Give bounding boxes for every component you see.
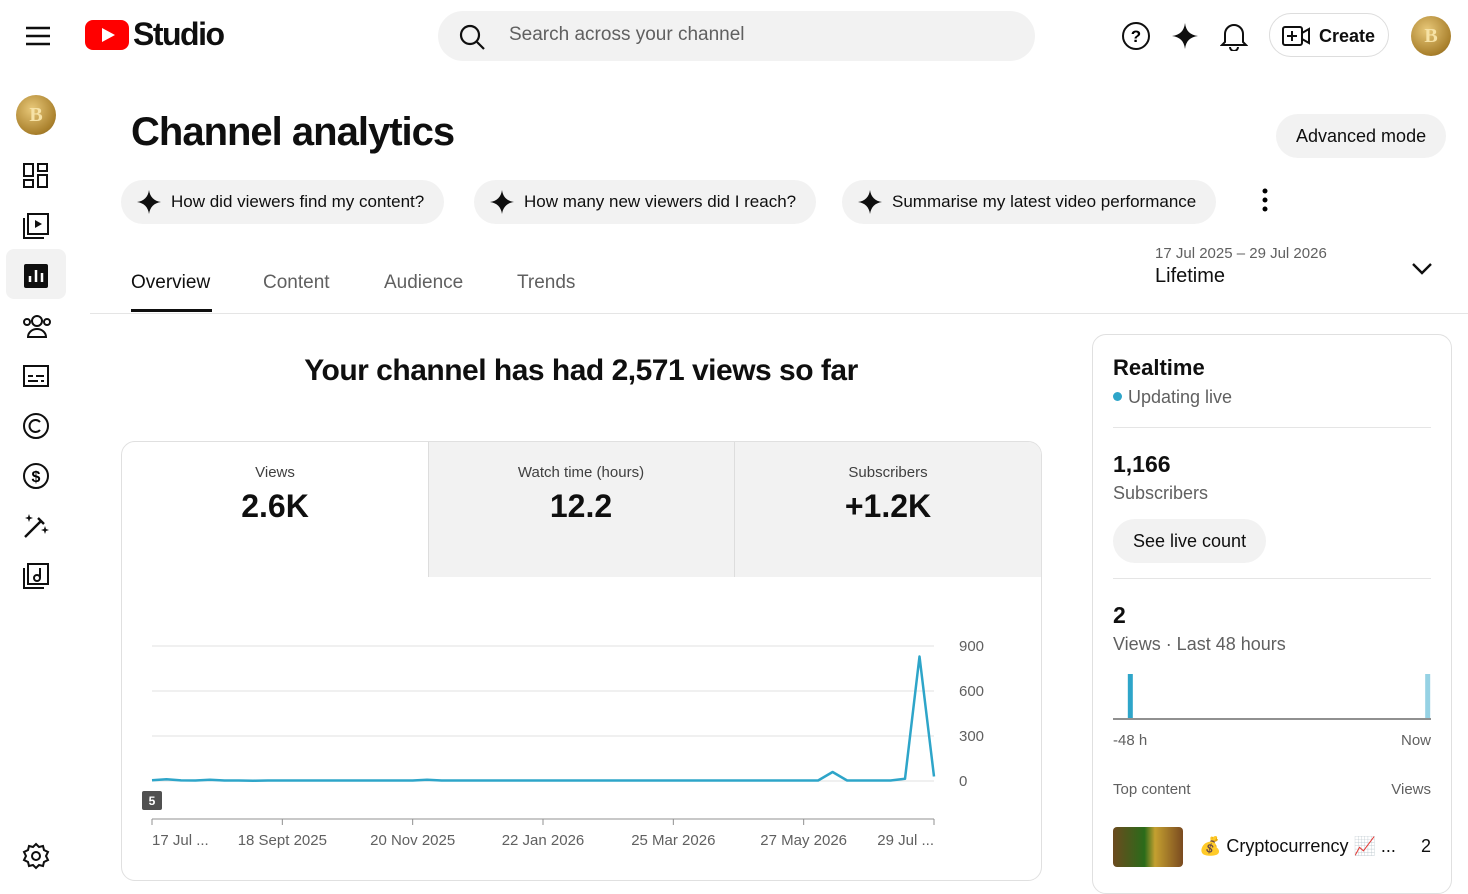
x-start-label: -48 h bbox=[1113, 732, 1147, 749]
date-range-dates: 17 Jul 2025 – 29 Jul 2026 bbox=[1155, 245, 1327, 262]
date-dropdown[interactable] bbox=[1410, 260, 1434, 276]
realtime-chart: -48 h Now bbox=[1113, 674, 1431, 749]
top-content-label: Top content bbox=[1113, 781, 1191, 798]
menu-button[interactable] bbox=[25, 25, 51, 47]
date-range-label[interactable]: Lifetime bbox=[1155, 265, 1226, 287]
realtime-title: Realtime bbox=[1113, 355, 1205, 380]
create-icon bbox=[1282, 26, 1310, 46]
metric-separator bbox=[734, 442, 735, 577]
suggestion-chip[interactable]: How many new viewers did I reach? bbox=[474, 180, 817, 224]
suggestion-chip[interactable]: Summarise my latest video performance bbox=[842, 180, 1217, 224]
annotation-box bbox=[142, 791, 162, 810]
subscribers-value: 1,166 bbox=[1113, 451, 1171, 477]
content-icon[interactable] bbox=[22, 212, 50, 240]
suggestion-text: How did viewers find my content? bbox=[171, 192, 425, 211]
metric-label[interactable]: Watch time (hours) bbox=[517, 464, 645, 481]
x-tick-label: 25 Mar 2026 bbox=[631, 832, 715, 849]
suggestion-text: How many new viewers did I reach? bbox=[524, 192, 797, 211]
y-tick-label: 300 bbox=[959, 728, 984, 745]
bar bbox=[1425, 674, 1431, 718]
subtitles-icon[interactable] bbox=[22, 362, 50, 390]
views-column-label: Views bbox=[1391, 781, 1431, 798]
tab-indicator bbox=[131, 309, 212, 312]
metric-label[interactable]: Subscribers bbox=[848, 464, 928, 481]
copyright-icon[interactable] bbox=[22, 412, 50, 440]
customization-icon[interactable] bbox=[22, 512, 50, 540]
x-tick-label: 17 Jul ... bbox=[152, 832, 209, 849]
spark-icon bbox=[490, 190, 514, 214]
suggestion-chip[interactable]: How did viewers find my content? bbox=[121, 180, 445, 224]
live-dot bbox=[1113, 392, 1122, 401]
video-thumbnail[interactable] bbox=[1113, 827, 1183, 867]
earn-icon[interactable]: $ bbox=[22, 462, 50, 490]
tab[interactable]: Overview bbox=[131, 272, 211, 293]
views-label: Views · Last 48 hours bbox=[1113, 634, 1286, 654]
community-icon[interactable] bbox=[22, 312, 52, 340]
views-value: 2 bbox=[1113, 602, 1126, 628]
x-end-label: Now bbox=[1401, 732, 1431, 749]
realtime-card: Realtime Updating live 1,166 Subscribers… bbox=[1092, 334, 1452, 894]
dashboard-icon[interactable] bbox=[22, 162, 50, 190]
bar bbox=[1127, 674, 1133, 718]
svg-text:?: ? bbox=[1131, 27, 1141, 46]
search-box[interactable]: Search across your channel bbox=[438, 11, 1035, 61]
tab[interactable]: Content bbox=[263, 272, 330, 293]
metrics-card: Views 2.6K Watch time (hours) 12.2 Subsc… bbox=[121, 441, 1042, 881]
views-chart: 0 300 600 900 17 Jul ... 18 Sept 2025 20 Nov 2… bbox=[142, 638, 984, 849]
advanced-mode-button[interactable]: Advanced mode bbox=[1276, 114, 1447, 158]
metric-value[interactable]: 2.6K bbox=[241, 488, 309, 524]
annotation: 5 bbox=[149, 794, 156, 808]
search-placeholder: Search across your channel bbox=[509, 24, 745, 45]
settings-icon[interactable] bbox=[22, 842, 50, 870]
help-icon[interactable]: ? bbox=[1121, 21, 1151, 51]
y-tick-label: 900 bbox=[959, 638, 984, 655]
headline: Your channel has had 2,571 views so far bbox=[304, 354, 858, 387]
account-avatar[interactable]: B bbox=[1411, 16, 1451, 56]
spark-icon bbox=[858, 190, 882, 214]
audio-library-icon[interactable] bbox=[22, 562, 50, 590]
metric-separator bbox=[428, 442, 429, 577]
metric-value[interactable]: +1.2K bbox=[844, 488, 932, 524]
metric-value[interactable]: 12.2 bbox=[549, 488, 613, 524]
svg-text:$: $ bbox=[32, 469, 41, 486]
spark-icon bbox=[137, 190, 161, 214]
divider bbox=[90, 313, 1468, 314]
y-tick-label: 600 bbox=[959, 683, 984, 700]
tab[interactable]: Audience bbox=[384, 272, 464, 293]
tab[interactable]: Trends bbox=[517, 272, 576, 293]
metric-label[interactable]: Views bbox=[255, 464, 295, 481]
x-tick-label: 27 May 2026 bbox=[760, 832, 847, 849]
top-item-views: 2 bbox=[1420, 836, 1431, 856]
y-tick-label: 0 bbox=[959, 773, 967, 790]
live-count-button[interactable]: See live count bbox=[1113, 519, 1267, 563]
realtime-status: Updating live bbox=[1128, 387, 1233, 407]
subscribers-label: Subscribers bbox=[1113, 483, 1209, 503]
suggestion-text: Summarise my latest video performance bbox=[892, 192, 1197, 211]
logo-icon[interactable] bbox=[85, 20, 129, 50]
logo-text[interactable]: Studio bbox=[133, 16, 225, 52]
page-title: Channel analytics bbox=[131, 110, 455, 154]
search-icon bbox=[459, 24, 485, 50]
top-item-title[interactable]: 💰 Cryptocurrency 📈 ... bbox=[1199, 836, 1396, 856]
x-tick-label: 22 Jan 2026 bbox=[502, 832, 585, 849]
channel-avatar[interactable]: B bbox=[16, 95, 56, 135]
create-label: Create bbox=[1319, 26, 1376, 46]
x-tick-label: 18 Sept 2025 bbox=[238, 832, 327, 849]
more-options[interactable] bbox=[1256, 187, 1274, 213]
divider bbox=[1113, 578, 1431, 579]
create-button[interactable]: Create bbox=[1269, 13, 1389, 57]
divider bbox=[1113, 427, 1431, 428]
ai-icon[interactable] bbox=[1172, 23, 1198, 49]
notifications-icon[interactable] bbox=[1220, 21, 1248, 51]
x-tick-label: 29 Jul ... bbox=[877, 832, 934, 849]
x-tick-label: 20 Nov 2025 bbox=[370, 832, 455, 849]
page: Studio Search across your channel ? Crea… bbox=[6, 11, 1468, 894]
line bbox=[151, 655, 936, 782]
analytics-icon[interactable] bbox=[22, 262, 50, 290]
